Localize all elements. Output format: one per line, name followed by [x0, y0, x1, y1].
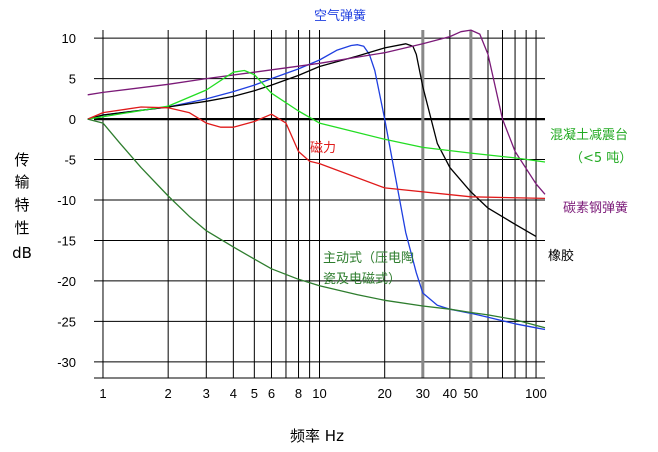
- y-tick-label: -20: [57, 274, 76, 289]
- series-line: [87, 44, 546, 331]
- x-tick-label: 4: [230, 386, 237, 401]
- x-tick-label: 1: [99, 386, 106, 401]
- y-tick-label: 5: [69, 72, 76, 87]
- series-lines: [87, 29, 546, 331]
- x-tick-label: 2: [165, 386, 172, 401]
- annotation-label: 空气弹簧: [314, 8, 366, 24]
- y-tick-label: 0: [69, 112, 76, 127]
- y-tick-label: -30: [57, 355, 76, 370]
- annotation-label: 主动式（压电陶: [323, 250, 414, 266]
- x-tick-label: 20: [377, 386, 391, 401]
- y-tick-label: -25: [57, 314, 76, 329]
- y-tick-label: 10: [62, 31, 76, 46]
- annotation-label: 磁力: [310, 141, 336, 156]
- series-line: [87, 29, 546, 195]
- y-label-char: dB: [12, 244, 32, 262]
- annotation-label: 瓷及电磁式）: [323, 272, 401, 287]
- y-tick-label: -5: [64, 153, 76, 168]
- x-tick-label: 5: [251, 386, 258, 401]
- annotation-label: 混凝土减震台: [550, 127, 628, 143]
- y-label-char: 性: [14, 219, 29, 237]
- x-tick-label: 30: [416, 386, 430, 401]
- x-tick-label: 50: [464, 386, 478, 401]
- annotation-label: 橡胶: [548, 248, 574, 264]
- x-axis-label: 频率 Hz: [290, 427, 344, 445]
- x-tick-label: 100: [525, 386, 547, 401]
- grid: [94, 30, 545, 378]
- x-tick-label: 3: [203, 386, 210, 401]
- series-line: [87, 118, 546, 329]
- series-line: [87, 69, 546, 163]
- x-tick-label: 10: [312, 386, 326, 401]
- y-label-char: 传: [14, 151, 29, 169]
- y-label-char: 特: [14, 196, 29, 214]
- series-line: [87, 106, 546, 200]
- x-tick-label: 6: [268, 386, 275, 401]
- annotation-label: 碳素钢弹簧: [563, 200, 628, 216]
- y-tick-label: -10: [57, 193, 76, 208]
- y-label-char: 输: [14, 173, 29, 191]
- series-line: [87, 43, 537, 237]
- y-tick-label: -15: [57, 233, 76, 248]
- annotation-label: （<5 吨）: [570, 151, 632, 166]
- x-tick-label: 40: [443, 386, 457, 401]
- x-tick-label: 8: [295, 386, 302, 401]
